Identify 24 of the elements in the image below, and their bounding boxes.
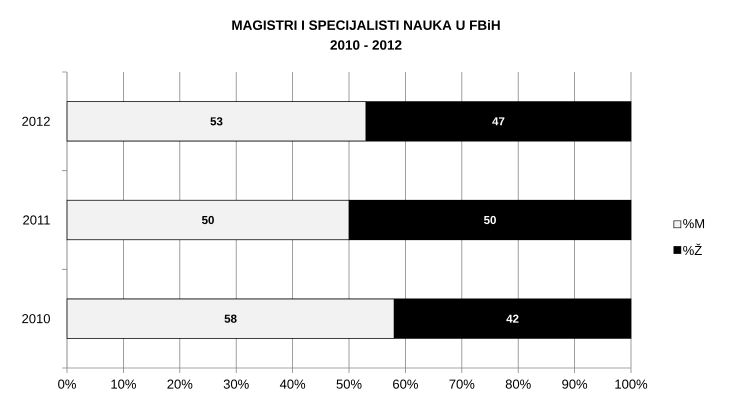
data-label: 50 [484,216,496,224]
x-tick-label: 40% [280,380,306,389]
x-tick-label: 60% [393,380,418,389]
data-label: 58 [224,314,237,323]
x-tick-label: 20% [167,380,192,389]
x-tick-label: 10% [111,380,136,389]
x-tick-label: 0% [58,380,76,389]
x-tick-label: 50% [336,380,362,389]
legend-label: %Ž [683,244,702,256]
x-tick-label: 80% [506,380,531,389]
data-label: 42 [506,314,519,323]
y-tick-label: 2010 [22,314,50,324]
data-label: 47 [492,117,504,126]
data-label: 50 [202,216,214,224]
legend-label: %M [683,219,704,228]
x-tick-label: 90% [562,380,588,389]
y-tick-label: 2011 [23,215,50,225]
x-tick-label: 30% [224,380,249,389]
chart-subtitle: 2010 - 2012 [330,40,402,50]
y-tick-label: 2012 [22,116,50,126]
x-tick-label: 100% [615,380,648,389]
data-label: 53 [210,117,222,126]
chart-title: MAGISTRI I SPECIJALISTI NAUKA U FBiH [232,20,500,30]
x-tick-label: 70% [449,380,474,389]
